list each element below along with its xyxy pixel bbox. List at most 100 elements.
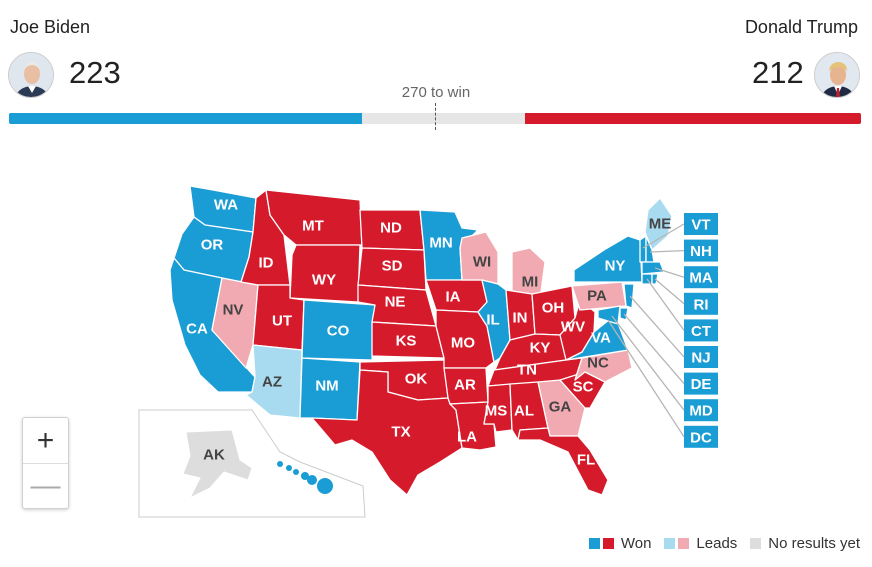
- rep-progress-fill: [525, 113, 861, 124]
- states-layer: [169, 185, 673, 496]
- state-label-ma: MA: [689, 270, 712, 287]
- callout-line-ma: [654, 267, 685, 278]
- state-label-me: ME: [649, 216, 672, 233]
- northeast-callouts: VT NH MA RI CT NJ DE MD DC: [607, 213, 718, 448]
- state-label-sc: SC: [573, 379, 594, 396]
- state-label-mi: MI: [522, 274, 539, 291]
- state-label-va: VA: [591, 330, 611, 347]
- state-me[interactable]: [644, 197, 673, 251]
- state-hi[interactable]: [293, 469, 299, 475]
- state-wy[interactable]: [289, 244, 361, 303]
- state-hi[interactable]: [301, 472, 309, 480]
- rep-leads-swatch: [678, 538, 690, 549]
- no-results-swatch: [750, 538, 762, 549]
- state-label-ny: NY: [605, 258, 626, 275]
- state-box-md[interactable]: [684, 399, 718, 422]
- state-ma[interactable]: [641, 261, 665, 275]
- state-label-ks: KS: [396, 333, 417, 350]
- callout-line-nh: [649, 249, 685, 253]
- state-box-ri[interactable]: [684, 292, 718, 315]
- callout-line-md: [611, 315, 685, 411]
- state-fl[interactable]: [517, 427, 609, 496]
- legend-won: Won: [588, 535, 652, 552]
- state-vt[interactable]: [639, 235, 647, 263]
- callout-line-dc: [607, 319, 685, 438]
- trump-avatar: [814, 52, 860, 98]
- threshold-marker: [435, 103, 436, 130]
- state-label-ms: MS: [485, 403, 508, 420]
- state-label-la: LA: [457, 429, 477, 446]
- state-label-ia: IA: [446, 289, 461, 306]
- callout-line-de: [623, 313, 685, 385]
- trump-name: Donald Trump: [744, 17, 858, 37]
- map-legend: Won Leads No results yet: [576, 535, 860, 552]
- state-label-nv: NV: [223, 302, 244, 319]
- rep-won-swatch: [602, 538, 614, 549]
- state-label-id: ID: [259, 255, 274, 272]
- state-label-il: IL: [486, 312, 499, 329]
- state-label-wy: WY: [312, 272, 336, 289]
- state-label-mt: MT: [302, 218, 324, 235]
- state-hi[interactable]: [277, 461, 283, 467]
- state-label-dc: DC: [690, 429, 712, 446]
- state-hi[interactable]: [317, 478, 333, 494]
- state-label-nj: NJ: [691, 350, 710, 367]
- state-label-hi: HI: [294, 485, 309, 502]
- state-hi[interactable]: [307, 475, 317, 485]
- state-label-ct: CT: [691, 323, 711, 340]
- legend-leads-label: Leads: [696, 535, 738, 552]
- state-box-ct[interactable]: [684, 319, 718, 342]
- legend-no-results: No results yet: [750, 535, 860, 552]
- state-label-ne: NE: [385, 294, 406, 311]
- trump-portrait-icon: [815, 53, 859, 97]
- state-wv[interactable]: [559, 299, 596, 361]
- inset-layer: [138, 409, 366, 518]
- zoom-in-button[interactable]: +: [36, 423, 55, 457]
- state-label-ga: GA: [549, 399, 572, 416]
- legend-no-results-label: No results yet: [768, 535, 860, 552]
- dem-won-swatch: [588, 538, 600, 549]
- trump-electoral-votes: 212: [752, 55, 804, 90]
- state-label-ri: RI: [694, 296, 709, 313]
- biden-name: Joe Biden: [10, 17, 91, 37]
- callout-line-ct: [646, 278, 685, 331]
- zoom-out-button[interactable]: —: [23, 463, 68, 508]
- state-box-nj[interactable]: [684, 346, 718, 368]
- biden-avatar: [8, 52, 54, 98]
- state-label-wi: WI: [473, 254, 491, 271]
- state-label-wa: WA: [214, 197, 238, 214]
- state-label-nm: NM: [315, 378, 338, 395]
- zoom-control: + —: [22, 417, 69, 509]
- state-label-tn: TN: [517, 362, 537, 379]
- state-label-ok: OK: [405, 371, 428, 388]
- state-label-nh: NH: [690, 243, 712, 260]
- callout-line-vt: [642, 223, 685, 249]
- state-ak[interactable]: [182, 429, 253, 500]
- state-label-pa: PA: [587, 288, 607, 305]
- biden-electoral-votes: 223: [69, 55, 121, 90]
- state-labels: WA OR CA NV ID MT WY UT AZ CO NM ND SD NE KS OK TX MN IA MO…: [186, 197, 671, 502]
- state-label-nc: NC: [587, 355, 609, 372]
- state-label-mn: MN: [429, 235, 452, 252]
- state-label-mo: MO: [451, 335, 475, 352]
- state-label-oh: OH: [542, 300, 565, 317]
- legend-won-label: Won: [620, 535, 652, 552]
- state-co[interactable]: [301, 299, 376, 361]
- state-label-md: MD: [689, 403, 712, 420]
- state-box-nh[interactable]: [684, 239, 718, 262]
- biden-portrait-icon: [9, 53, 53, 97]
- state-label-al: AL: [514, 403, 534, 420]
- state-label-ca: CA: [186, 321, 208, 338]
- state-box-vt[interactable]: [684, 213, 718, 235]
- state-hi[interactable]: [286, 465, 292, 471]
- state-box-ma[interactable]: [684, 266, 718, 289]
- state-box-de[interactable]: [684, 372, 718, 395]
- state-label-in: IN: [513, 310, 528, 327]
- state-label-tx: TX: [391, 424, 410, 441]
- state-label-or: OR: [201, 237, 224, 254]
- state-nj[interactable]: [623, 283, 635, 309]
- state-il[interactable]: [477, 279, 511, 363]
- state-box-dc[interactable]: [684, 425, 718, 448]
- state-label-ky: KY: [530, 340, 551, 357]
